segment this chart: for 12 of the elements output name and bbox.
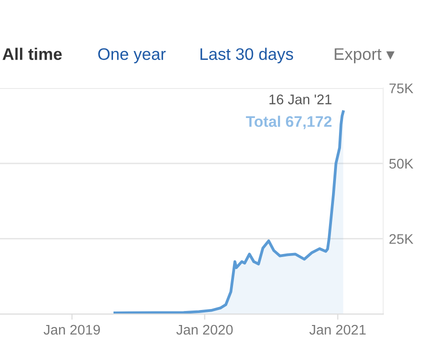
text: One year	[98, 48, 166, 64]
y-tick-label: 25K	[389, 234, 414, 244]
text: All time	[2, 48, 62, 60]
x-tick-label: Jan 2021	[309, 324, 366, 335]
text: Export ▾	[334, 48, 395, 64]
annotation: Total 67,172	[246, 116, 332, 130]
y-tick-label: 75K	[389, 84, 414, 94]
y-tick-label: 50K	[389, 158, 414, 169]
x-tick-label: Jan 2020	[176, 324, 233, 335]
x-tick-label: Jan 2019	[44, 324, 100, 335]
text: Last 30 days	[200, 48, 294, 64]
annotation: 16 Jan '21	[270, 94, 332, 104]
